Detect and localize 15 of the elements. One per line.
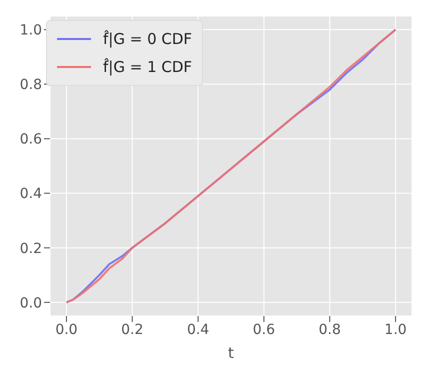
x-tick-label: 1.0: [384, 322, 407, 338]
y-tick-label: 0.0: [20, 295, 42, 312]
x-tick-label: 0.8: [318, 322, 341, 338]
y-tick-label: 0.8: [20, 77, 42, 94]
legend-label: f̂|G = 1 CDF: [103, 57, 192, 78]
legend-label: f̂|G = 0 CDF: [103, 29, 192, 50]
x-axis-title: t: [228, 344, 234, 362]
y-tick-label: 0.2: [20, 240, 42, 257]
x-tick-label: 0.2: [121, 322, 144, 338]
y-tick-label: 0.6: [20, 132, 42, 148]
x-tick-label: 0.0: [55, 322, 78, 338]
y-tick-label: 0.4: [20, 186, 42, 202]
x-tick-label: 0.4: [186, 322, 210, 338]
y-tick-label: 1.0: [20, 22, 42, 39]
x-tick-label: 0.6: [252, 322, 276, 338]
